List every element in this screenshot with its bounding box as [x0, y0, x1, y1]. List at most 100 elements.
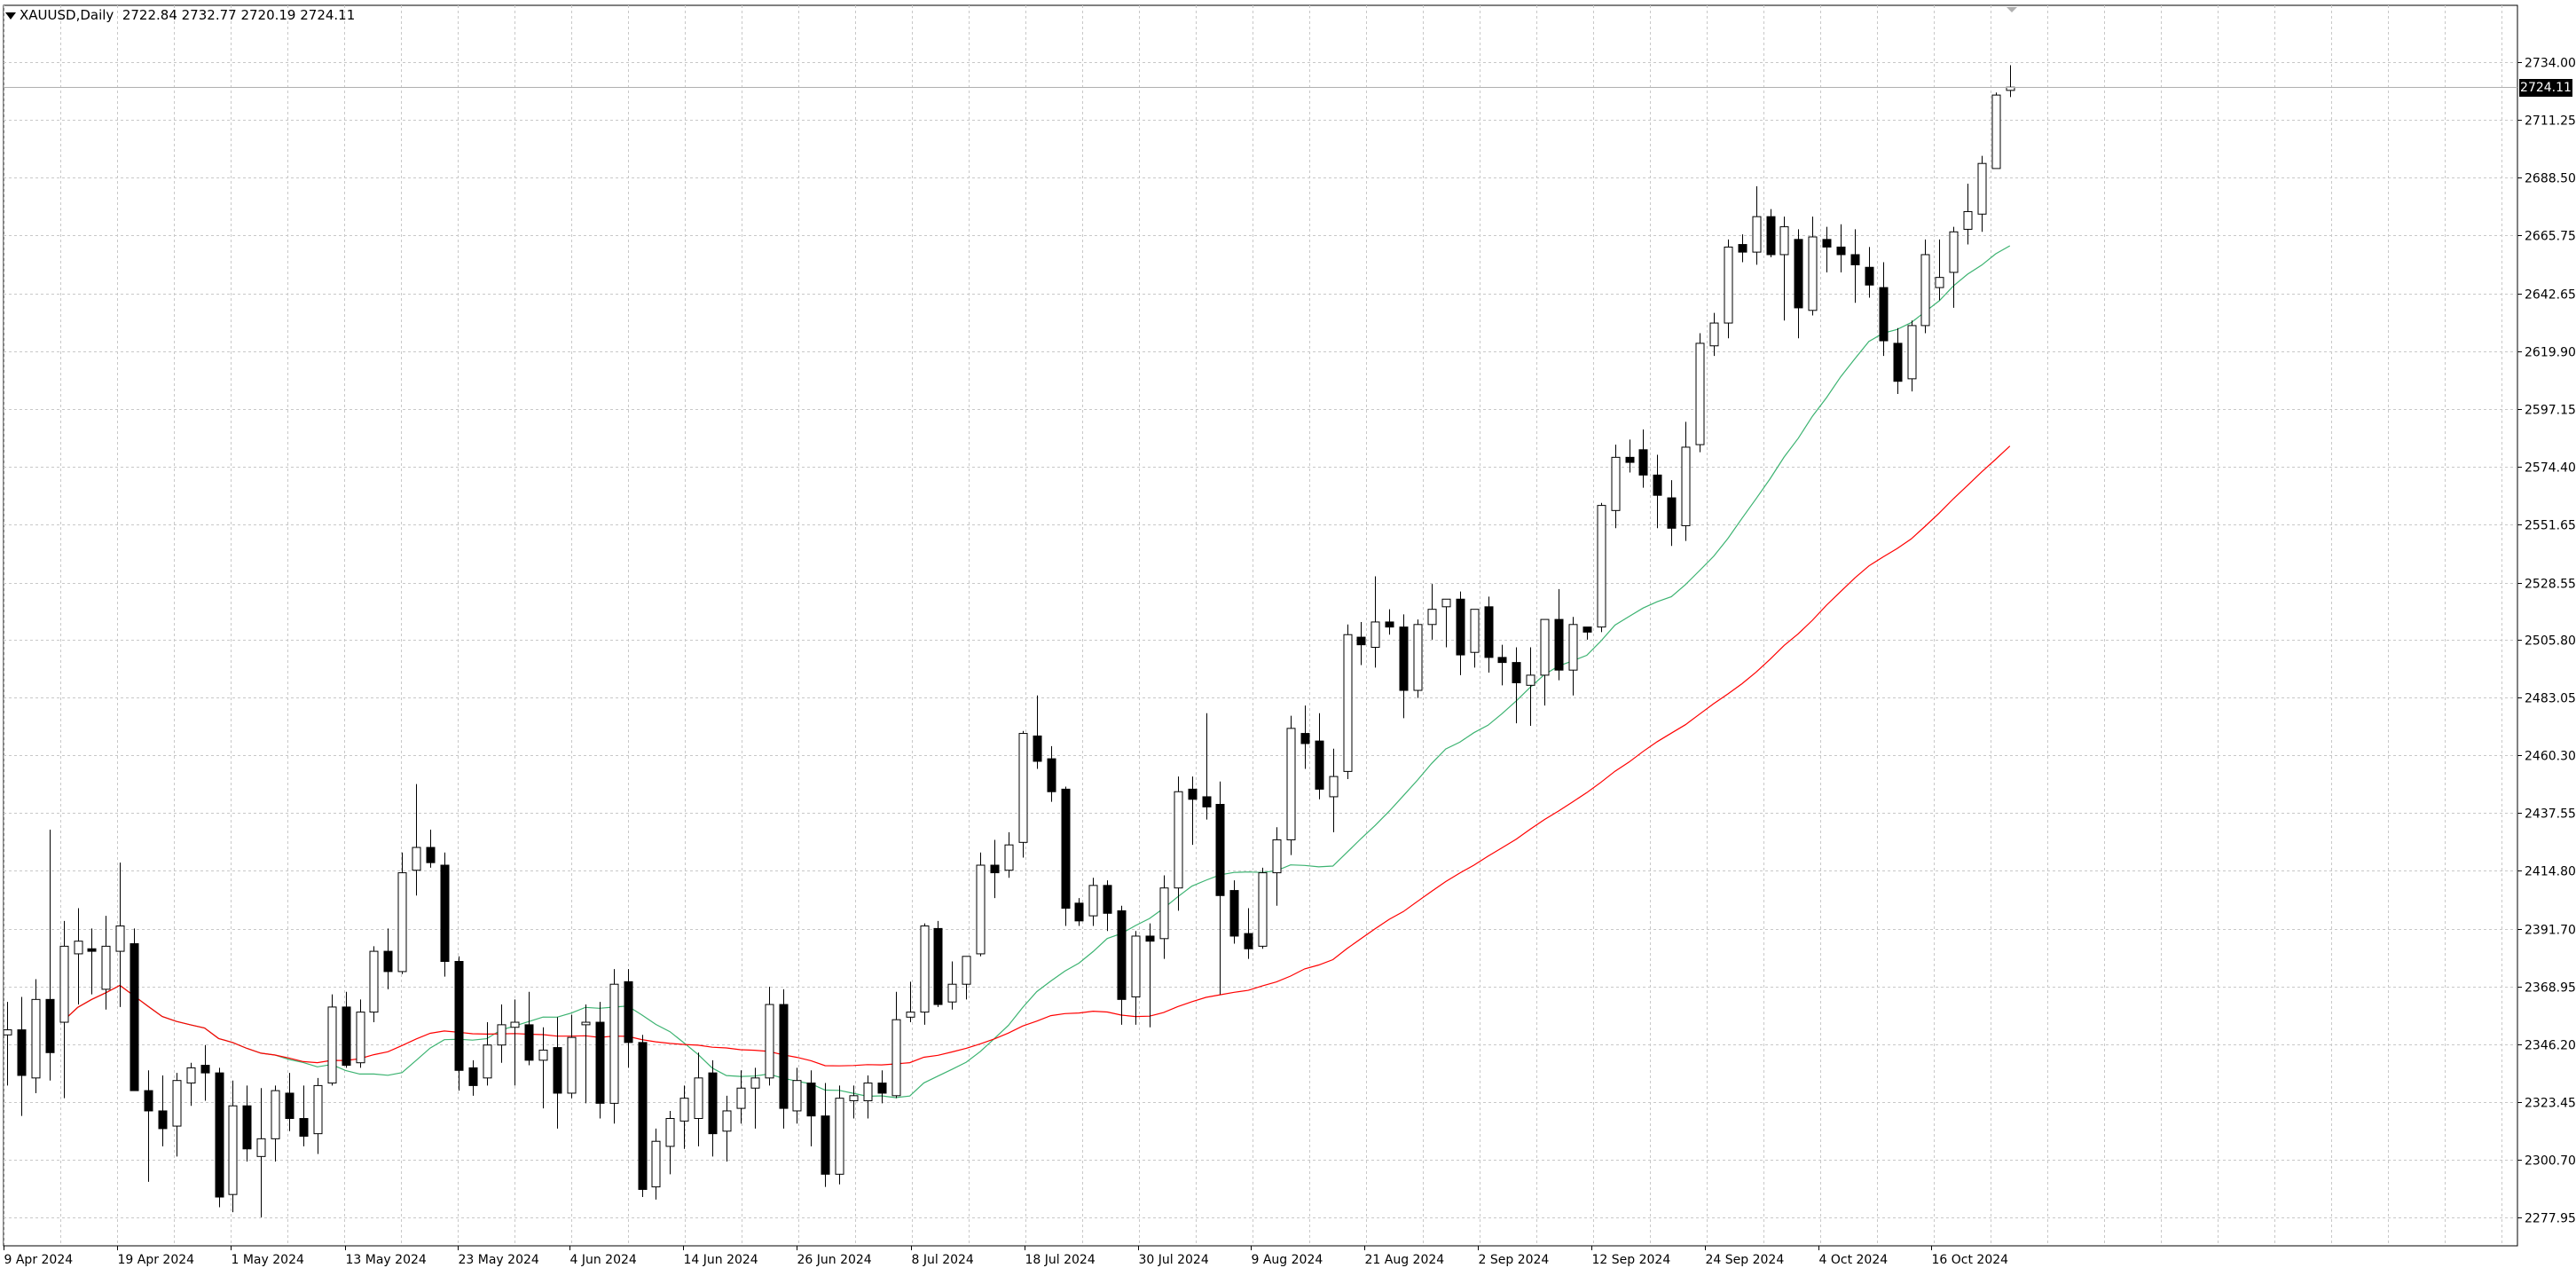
- candle[interactable]: [1470, 609, 1480, 668]
- candle[interactable]: [1484, 596, 1494, 673]
- candle[interactable]: [1088, 878, 1098, 926]
- candle[interactable]: [130, 928, 139, 1091]
- candle[interactable]: [327, 994, 337, 1086]
- candle[interactable]: [595, 1002, 605, 1119]
- candle[interactable]: [1568, 617, 1578, 696]
- candle[interactable]: [1413, 619, 1423, 698]
- candle[interactable]: [158, 1075, 168, 1146]
- candle[interactable]: [976, 852, 986, 957]
- candle[interactable]: [1456, 591, 1465, 675]
- candle[interactable]: [1356, 621, 1366, 666]
- candle[interactable]: [1540, 618, 1550, 706]
- candle[interactable]: [1512, 647, 1521, 724]
- candle[interactable]: [1935, 239, 1944, 301]
- candle[interactable]: [412, 784, 421, 896]
- candle[interactable]: [1667, 480, 1677, 547]
- candle[interactable]: [1695, 333, 1705, 453]
- candle[interactable]: [1625, 439, 1635, 473]
- candle[interactable]: [1145, 923, 1155, 1028]
- candle[interactable]: [256, 1088, 266, 1217]
- candle[interactable]: [1779, 217, 1789, 321]
- candle[interactable]: [497, 1004, 507, 1063]
- chart-title[interactable]: XAUUSD,Daily 2722.84 2732.77 2720.19 272…: [5, 7, 355, 23]
- candle[interactable]: [1061, 786, 1071, 926]
- candle[interactable]: [1752, 185, 1762, 265]
- candle[interactable]: [1836, 224, 1846, 272]
- candle[interactable]: [271, 1085, 280, 1162]
- candle[interactable]: [1315, 713, 1324, 799]
- candle[interactable]: [609, 969, 619, 1124]
- candle[interactable]: [1879, 262, 1889, 357]
- candle[interactable]: [115, 862, 125, 1007]
- candle[interactable]: [651, 1128, 661, 1200]
- candle[interactable]: [426, 830, 436, 868]
- candle[interactable]: [1441, 598, 1451, 648]
- candle[interactable]: [1047, 745, 1056, 802]
- candle[interactable]: [285, 1073, 295, 1131]
- candle[interactable]: [483, 1022, 492, 1086]
- candle[interactable]: [510, 999, 520, 1086]
- candle[interactable]: [440, 852, 450, 977]
- candle[interactable]: [356, 999, 365, 1068]
- candle[interactable]: [806, 1070, 816, 1146]
- candle[interactable]: [863, 1075, 873, 1119]
- candle[interactable]: [1991, 92, 2001, 169]
- candle[interactable]: [1272, 827, 1282, 906]
- candle[interactable]: [990, 839, 1000, 899]
- candle[interactable]: [454, 956, 464, 1091]
- candle[interactable]: [1286, 715, 1296, 855]
- candle[interactable]: [1920, 239, 1930, 334]
- candle[interactable]: [1611, 445, 1621, 529]
- candle[interactable]: [1117, 905, 1127, 1025]
- candle[interactable]: [1583, 626, 1592, 640]
- candle[interactable]: [144, 1070, 153, 1182]
- candle[interactable]: [1766, 209, 1776, 257]
- candle[interactable]: [383, 928, 393, 989]
- candle[interactable]: [1893, 327, 1903, 394]
- chart-shift-marker-icon[interactable]: [2007, 7, 2017, 12]
- candle[interactable]: [1738, 234, 1747, 263]
- candle[interactable]: [891, 991, 901, 1099]
- candle[interactable]: [638, 1035, 648, 1198]
- candle[interactable]: [369, 946, 379, 1023]
- candle[interactable]: [1004, 831, 1014, 878]
- candle[interactable]: [45, 830, 55, 1081]
- candle[interactable]: [1385, 609, 1394, 635]
- candle[interactable]: [708, 1059, 718, 1157]
- candle[interactable]: [849, 1085, 859, 1119]
- candle[interactable]: [1018, 730, 1028, 858]
- candle[interactable]: [1244, 908, 1253, 959]
- candle[interactable]: [524, 991, 534, 1066]
- candle[interactable]: [1300, 705, 1310, 769]
- candle[interactable]: [920, 923, 930, 1025]
- candle[interactable]: [1074, 898, 1084, 926]
- candle[interactable]: [1329, 748, 1339, 832]
- candle[interactable]: [722, 1095, 732, 1162]
- candle[interactable]: [1724, 239, 1733, 339]
- candle[interactable]: [1131, 931, 1141, 1025]
- candle[interactable]: [1103, 880, 1112, 932]
- candle[interactable]: [553, 1017, 562, 1129]
- candle[interactable]: [1963, 184, 1973, 245]
- candle[interactable]: [228, 1080, 238, 1213]
- candle[interactable]: [1850, 229, 1860, 303]
- candle[interactable]: [101, 916, 111, 1010]
- candle[interactable]: [1907, 320, 1917, 392]
- candle[interactable]: [87, 928, 97, 995]
- candle[interactable]: [765, 987, 774, 1086]
- candle[interactable]: [1653, 454, 1662, 529]
- candle[interactable]: [1638, 429, 1648, 488]
- candle[interactable]: [792, 1067, 802, 1124]
- candle[interactable]: [1497, 644, 1507, 686]
- candle[interactable]: [468, 1059, 478, 1096]
- candle[interactable]: [1427, 584, 1437, 640]
- candle[interactable]: [835, 1085, 844, 1185]
- candle[interactable]: [172, 1073, 182, 1157]
- candle[interactable]: [962, 956, 971, 1000]
- candle[interactable]: [1794, 229, 1803, 339]
- candle[interactable]: [59, 920, 69, 1099]
- candle[interactable]: [1202, 713, 1212, 820]
- candle[interactable]: [750, 1067, 760, 1129]
